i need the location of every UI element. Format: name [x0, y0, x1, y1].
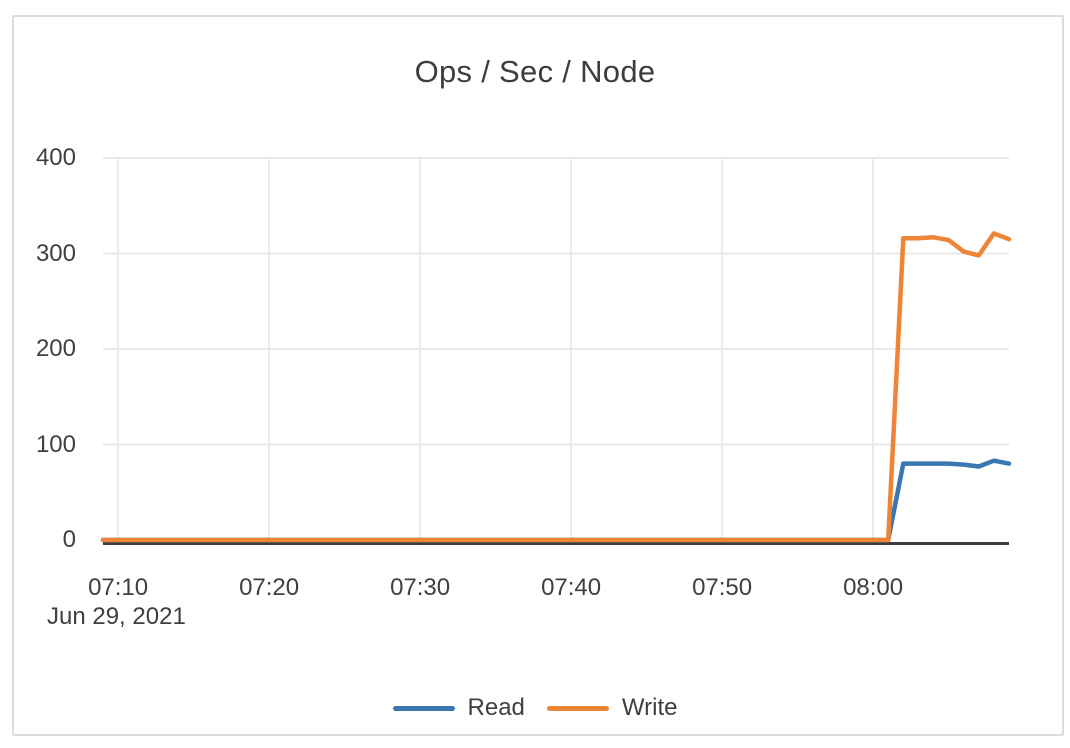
y-axis-tick-label: 100 — [35, 430, 76, 458]
x-axis-tick-label: 07:50 — [692, 574, 753, 601]
y-axis-tick-label: 0 — [62, 526, 76, 553]
series-line-write — [100, 231, 1012, 543]
y-axis-tick-label: 300 — [35, 239, 76, 267]
x-axis-tick-label: 07:40 — [541, 574, 602, 601]
x-axis-tick-label: 07:30 — [390, 574, 451, 601]
x-axis-tick-label: 07:20 — [239, 574, 300, 601]
y-axis-tick-label: 400 — [35, 144, 76, 171]
legend-item-write[interactable]: Write — [546, 694, 678, 722]
x-axis-tick-label: 07:10 — [88, 574, 149, 601]
legend-label: Read — [467, 694, 525, 721]
legend-swatch-read — [392, 705, 455, 711]
chart-card — [12, 15, 1064, 736]
legend-label: Write — [621, 694, 678, 721]
legend-item-read[interactable]: Read — [392, 694, 525, 722]
legend: Read Write — [0, 694, 1070, 722]
y-axis-tick-label: 200 — [35, 335, 76, 362]
x-axis-tick-label: 08:00 — [843, 574, 904, 601]
x-axis-date-label: Jun 29, 2021 — [47, 603, 186, 630]
legend-swatch-write — [546, 705, 609, 711]
chart-title: Ops / Sec / Node — [414, 54, 656, 89]
